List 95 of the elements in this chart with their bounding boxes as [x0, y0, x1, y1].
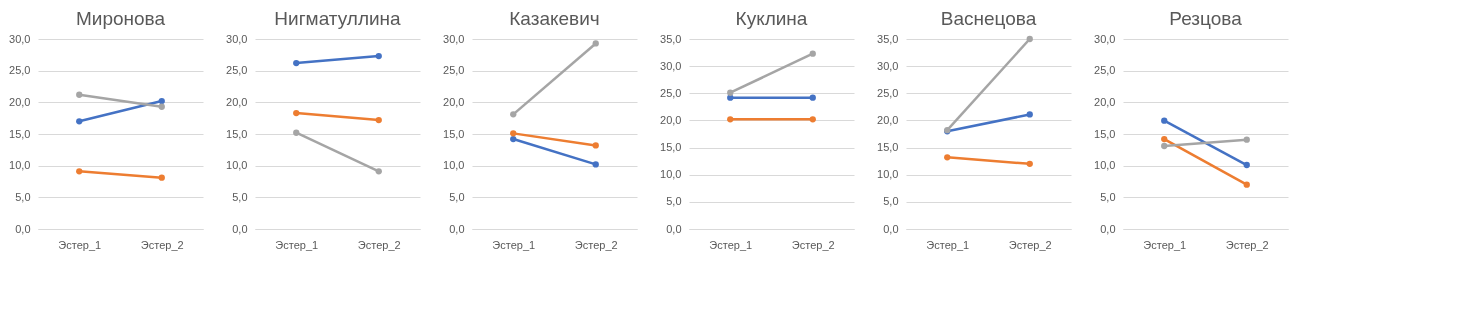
point [1243, 136, 1250, 143]
y-tick-label: 0,0 [232, 222, 248, 235]
point [1026, 111, 1033, 118]
y-tick-label: 15,0 [660, 141, 682, 154]
x-tick-label: Эстер_1 [1143, 238, 1187, 251]
point [375, 116, 382, 124]
y-tick-label: 0,0 [666, 222, 682, 235]
x-tick-label: Эстер_2 [1225, 238, 1269, 251]
point [592, 142, 599, 149]
x-tick-label: Эстер_2 [357, 238, 401, 251]
chart-title: Нигматуллина [274, 8, 402, 29]
point [293, 129, 300, 136]
point [592, 40, 599, 47]
y-tick-label: 0,0 [1100, 222, 1116, 235]
point [375, 52, 382, 60]
y-tick-label: 30,0 [443, 32, 465, 45]
point [76, 168, 83, 175]
point [809, 50, 816, 57]
point [1161, 117, 1168, 124]
y-tick-label: 35,0 [877, 32, 899, 45]
x-tick-label: Эстер_2 [140, 238, 184, 251]
point [1161, 135, 1168, 143]
x-tick-label: Эстер_1 [926, 238, 970, 251]
y-tick-label: 20,0 [9, 95, 31, 108]
point [727, 116, 734, 123]
point [1243, 161, 1250, 169]
point [375, 168, 382, 175]
y-tick-label: 20,0 [877, 113, 899, 126]
x-tick-label: Эстер_2 [574, 238, 618, 251]
y-tick-label: 20,0 [226, 95, 248, 108]
y-tick-label: 25,0 [443, 64, 465, 77]
y-tick-label: 15,0 [443, 127, 465, 140]
y-tick-label: 10,0 [9, 159, 31, 172]
y-tick-label: 10,0 [660, 168, 682, 181]
x-tick-label: Эстер_1 [275, 238, 319, 251]
y-tick-label: 35,0 [660, 32, 682, 45]
y-tick-label: 5,0 [883, 195, 899, 208]
y-tick-label: 10,0 [443, 159, 465, 172]
x-tick-label: Эстер_1 [709, 238, 753, 251]
y-tick-label: 10,0 [1094, 159, 1116, 172]
y-tick-label: 15,0 [226, 127, 248, 140]
point [1026, 160, 1033, 168]
y-tick-label: 5,0 [1100, 190, 1116, 203]
y-tick-label: 30,0 [1094, 32, 1116, 45]
point [158, 103, 165, 110]
x-tick-label: Эстер_2 [1008, 238, 1052, 251]
y-tick-label: 25,0 [226, 64, 248, 77]
point [76, 118, 83, 125]
x-tick-label: Эстер_1 [492, 238, 536, 251]
point [809, 94, 816, 101]
y-tick-label: 20,0 [1094, 95, 1116, 108]
y-tick-label: 10,0 [226, 159, 248, 172]
y-tick-label: 20,0 [660, 113, 682, 126]
y-tick-label: 25,0 [1094, 64, 1116, 77]
chart-title: Васнецова [940, 8, 1037, 29]
y-tick-label: 10,0 [877, 168, 899, 181]
point [293, 59, 300, 67]
chart-title: Резцова [1169, 8, 1243, 29]
point [510, 135, 517, 143]
y-tick-label: 5,0 [449, 190, 465, 203]
y-tick-label: 30,0 [9, 32, 31, 45]
y-tick-label: 5,0 [15, 190, 31, 203]
point [158, 97, 165, 105]
y-tick-label: 30,0 [660, 59, 682, 72]
point [158, 174, 165, 181]
point [592, 161, 599, 168]
point [1161, 142, 1168, 150]
y-tick-label: 0,0 [15, 222, 31, 235]
point [727, 89, 734, 96]
y-tick-label: 15,0 [877, 141, 899, 154]
x-tick-label: Эстер_1 [58, 238, 102, 251]
y-tick-label: 0,0 [449, 222, 465, 235]
y-tick-label: 20,0 [443, 95, 465, 108]
point [510, 111, 517, 118]
y-tick-label: 25,0 [660, 86, 682, 99]
chart-title: Казакевич [509, 8, 600, 29]
y-tick-label: 5,0 [666, 195, 682, 208]
x-tick-label: Эстер_2 [791, 238, 835, 251]
y-tick-label: 30,0 [226, 32, 248, 45]
chart-title: Куклина [735, 8, 808, 29]
y-tick-label: 5,0 [232, 190, 248, 203]
point [1243, 181, 1250, 188]
point [1026, 35, 1033, 43]
y-tick-label: 15,0 [1094, 127, 1116, 140]
point [510, 130, 517, 137]
point [76, 91, 83, 98]
chart-title: Миронова [75, 8, 166, 29]
y-tick-label: 0,0 [883, 222, 899, 235]
point [293, 109, 300, 117]
y-tick-label: 30,0 [877, 59, 899, 72]
y-tick-label: 25,0 [9, 64, 31, 77]
point [809, 116, 816, 123]
y-tick-label: 25,0 [877, 86, 899, 99]
y-tick-label: 15,0 [9, 127, 31, 140]
point [944, 154, 951, 161]
